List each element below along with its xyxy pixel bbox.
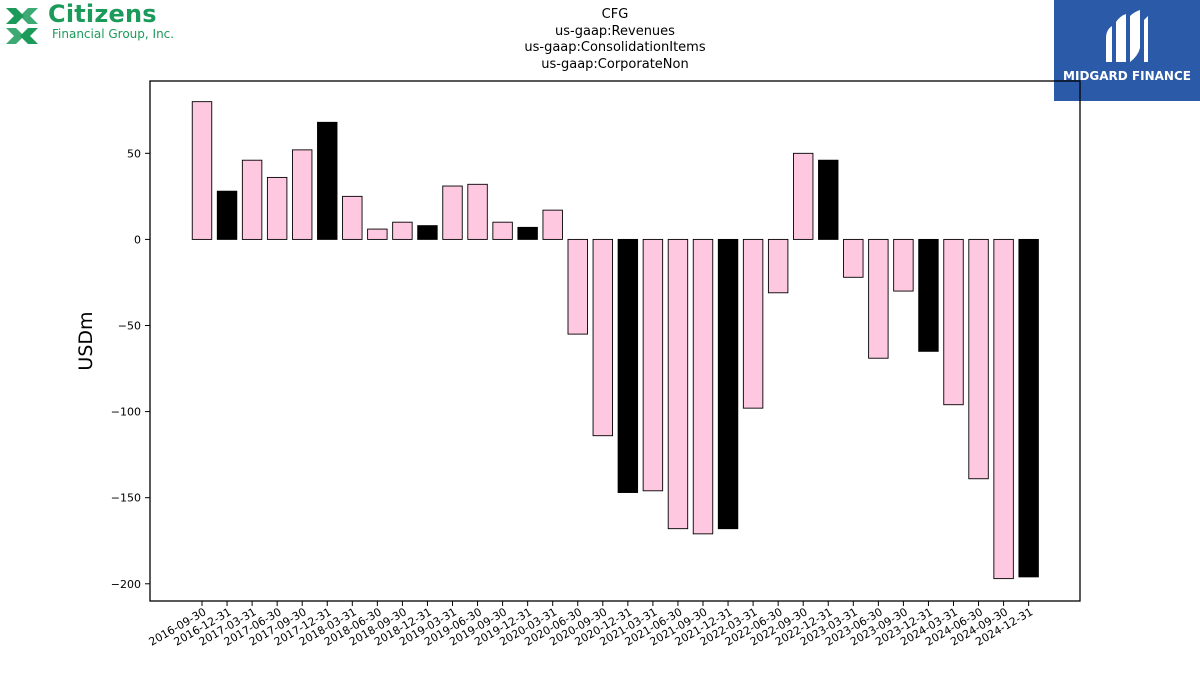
bar [993,238,1014,580]
bar [567,238,588,335]
bar [692,238,714,535]
bar [617,238,639,493]
bar [216,190,238,240]
citizens-logo: Citizens Financial Group, Inc. [0,0,190,50]
bar [717,238,739,530]
bar [517,226,538,240]
y-tick-label: −50 [118,320,141,333]
bar [266,176,288,240]
chart-title-line: us-gaap:Revenues [555,23,675,39]
bar [742,238,764,409]
y-axis-label: USDm [75,311,97,370]
bar [492,221,513,240]
bar [642,238,664,492]
bar [1018,238,1039,578]
bar [542,209,563,240]
chart-title-line: us-gaap:ConsolidationItems [524,40,706,55]
y-tick-label: 50 [127,147,141,160]
bar [442,185,463,240]
bar [918,238,939,352]
bar [843,238,864,278]
bar [191,101,213,240]
citizens-logo-name: Citizens [48,0,157,28]
bar [943,238,964,406]
bar [342,195,363,240]
bar [968,238,989,480]
bar [667,238,689,530]
bar [392,221,413,240]
bar [317,121,338,240]
y-tick-label: 0 [134,233,141,246]
chart-title: CFG us-gaap:Revenues us-gaap:Consolidati… [415,7,815,73]
midgard-mark-icon [1106,10,1148,62]
bar [767,238,789,294]
y-tick-label: −200 [111,578,141,591]
chart-title-line: us-gaap:CorporateNon [541,56,689,72]
bar [467,183,488,240]
midgard-logo: MIDGARD FINANCE [1054,0,1200,101]
bar [793,152,814,240]
y-tick-label: −100 [111,406,141,419]
midgard-logo-name: MIDGARD FINANCE [1063,69,1191,83]
bar [417,225,438,240]
bar [868,238,889,359]
bar [818,159,839,240]
citizens-mark-icon [6,8,38,44]
bar [893,238,914,292]
bar [367,228,388,240]
bar [292,149,313,240]
bar [241,159,263,240]
y-tick-label: −150 [111,492,141,505]
plot-frame [149,80,1081,602]
citizens-logo-subtitle: Financial Group, Inc. [52,27,175,41]
chart-title-line: CFG [601,7,629,22]
bar [592,238,613,437]
